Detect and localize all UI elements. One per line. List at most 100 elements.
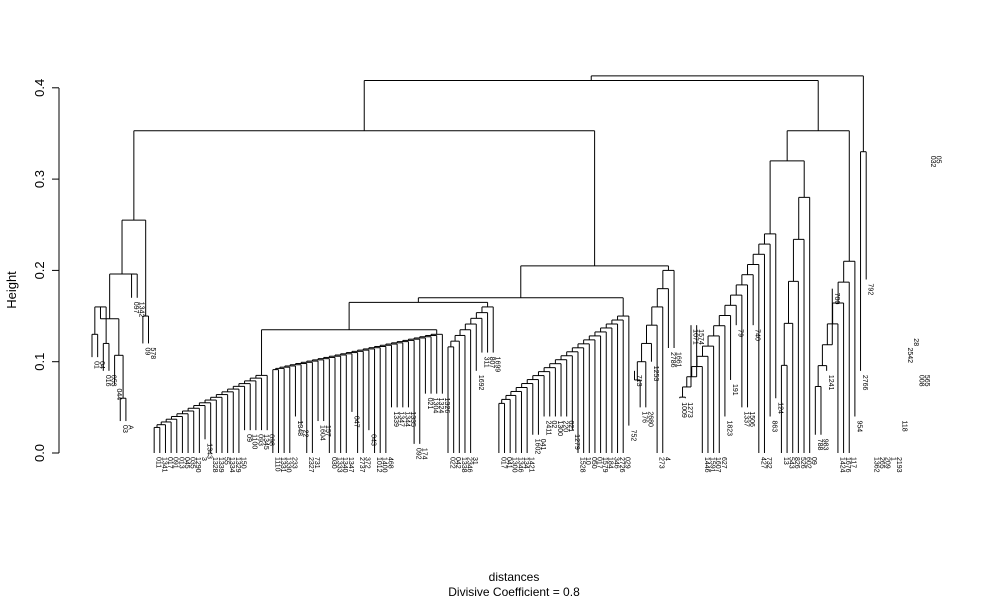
leaf-label: 732 [765,457,772,469]
leaf-label: 1326 [443,398,450,414]
leaf-label: 1329 [234,457,241,473]
leaf-label: 1241 [827,375,834,391]
leaf-label: 1279 [573,434,580,450]
leaf-label: 1823 [725,420,732,436]
leaf-label: 011 [155,457,162,468]
y-tick-label: 0.1 [32,353,47,371]
leaf-label: 4 [663,457,670,461]
leaf-label: 091 [172,457,179,469]
leaf-label: 017 [499,457,506,469]
leaf-label: 79 [737,329,744,337]
leaf-label: 1348 [296,420,303,436]
divisive-coefficient: Divisive Coefficient = 0.8 [448,585,580,599]
leaf-label: 826 [793,457,800,469]
leaf-label: 1300 [556,420,563,436]
leaf-label: 2327 [307,457,314,473]
leaf-label: 04 [98,361,105,369]
leaf-label: 043 [369,434,376,446]
y-tick-label: 0.4 [32,79,47,97]
leaf-label: 1334 [228,457,235,473]
leaf-label: 1012 [375,457,382,473]
leaf-label: 1347 [398,411,405,427]
leaf-label: 093 [256,434,263,446]
leaf-label: 032 [929,156,936,168]
leaf-label: 035 [189,457,196,469]
leaf-label: 1253 [652,366,659,382]
leaf-label: 124 [776,402,783,414]
leaf-label: 191 [731,384,738,396]
leaf-label: 543 [788,457,795,469]
leaf-label: 1110 [273,457,280,472]
leaf-label: 2193 [895,457,902,473]
leaf-label: 1300 [511,457,518,473]
leaf-label: 2786 [669,352,676,368]
leaf-label: 03 [121,425,128,433]
leaf-label: 2726 [618,457,625,473]
leaf-label: 209 [884,457,891,469]
leaf-label: 042 [454,457,461,469]
leaf-label: 752 [629,430,636,442]
leaf-label: 1699 [494,357,501,373]
leaf-label: 045 [183,457,190,469]
leaf-label: 021 [426,398,433,410]
leaf-label: 1346 [516,457,523,473]
leaf-label: 017 [166,457,173,469]
leaf-label: 1324 [437,398,444,414]
leaf-label: 1362 [872,457,879,473]
leaf-label: 372 [364,457,371,469]
leaf-label: 02 [550,420,557,428]
leaf-label: 1607 [714,457,721,473]
leaf-label: 021 [567,420,574,432]
leaf-label: 1347 [347,457,354,473]
leaf-label: 1424 [838,457,845,473]
leaf-label: 176 [641,411,648,423]
leaf-label: 041 [539,439,546,451]
leaf-label: 311 [482,357,489,368]
leaf-label: 157 [324,425,331,437]
leaf-label: 1335 [409,411,416,427]
leaf-label: 863 [771,420,778,432]
leaf-label: 346 [612,457,619,469]
leaf-label: 10 [584,457,591,465]
leaf-label: 053 [109,375,116,387]
leaf-label: 1338 [460,457,467,473]
leaf-label: 1446 [703,457,710,473]
leaf-label: 1071 [692,329,699,345]
leaf-label: 1579 [601,457,608,473]
leaf-label: 174 [420,448,427,460]
y-axis-ticks: 0.0 0.1 0.2 0.3 0.4 [32,79,59,462]
leaf-label: 05 [935,156,942,164]
leaf-label: 602 [805,457,812,469]
leaf-label: 117 [850,457,857,468]
leaf-label: 2346 [465,457,472,473]
leaf-label: 526 [799,457,806,469]
leaf-label: 1574 [697,329,704,345]
leaf-label: 1304 [432,398,439,414]
leaf-label: 017 [595,457,602,469]
leaf-label: 118 [901,420,908,431]
leaf-label: A [126,425,133,430]
leaf-label: 1604 [319,425,326,441]
leaf-label: 1331 [279,457,286,473]
y-tick-label: 0.3 [32,170,47,188]
leaf-label: 184 [607,457,614,469]
leaf-label: 1344 [403,411,410,427]
leaf-label: 788 [816,439,823,451]
leaf-label: 1342 [138,302,145,318]
y-axis-label: Height [4,271,19,309]
leaf-label: 55 [222,457,229,465]
leaf-label: 220 [562,420,569,432]
leaf-label: 1339 [392,411,399,427]
leaf-label: 31 [471,457,478,465]
leaf-label: 029 [624,457,631,469]
leaf-label: 030 [330,457,337,469]
leaf-label: 098 [268,434,275,446]
leaf-label: 09 [810,457,817,465]
leaf-label: 565 [923,375,930,387]
leaf-label: 1 [889,457,896,461]
leaf-label: 1339 [217,457,224,473]
leaf-label: 013 [177,457,184,469]
leaf-label: 1591 [708,457,715,473]
leaf-label: 1337 [742,411,749,427]
